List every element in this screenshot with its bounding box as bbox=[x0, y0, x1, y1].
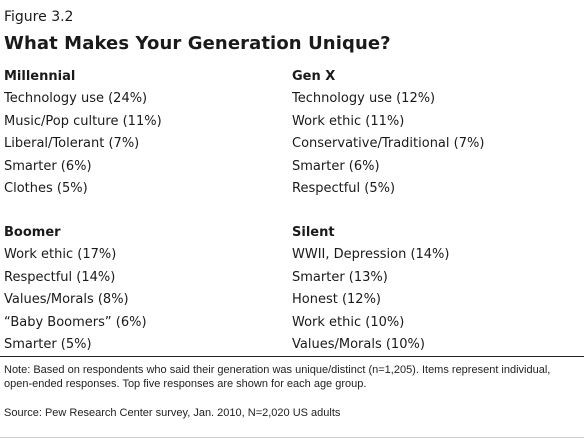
list-item: Honest (12%) bbox=[292, 292, 382, 307]
response-list: Work ethic (17%) Respectful (14%) Values… bbox=[4, 244, 284, 357]
list-item: Smarter (13%) bbox=[292, 269, 388, 285]
group-heading: Silent bbox=[292, 225, 335, 240]
list-item: Technology use (12%) bbox=[292, 91, 436, 106]
list-item: Work ethic (17%) bbox=[4, 247, 117, 262]
list-item: WWII, Depression (14%) bbox=[292, 247, 450, 262]
group-genx: Gen X Technology use (12%) Work ethic (1… bbox=[292, 66, 572, 201]
list-item: Respectful (5%) bbox=[292, 181, 396, 196]
figure-label: Figure 3.2 bbox=[4, 9, 74, 25]
list-item: Values/Morals (10%) bbox=[292, 337, 425, 352]
list-item: Liberal/Tolerant (7%) bbox=[4, 136, 140, 151]
list-item: Work ethic (11%) bbox=[292, 113, 405, 129]
list-item: “Baby Boomers” (6%) bbox=[4, 314, 147, 330]
divider bbox=[0, 356, 584, 357]
group-boomer: Boomer Work ethic (17%) Respectful (14%)… bbox=[4, 222, 284, 357]
group-heading: Gen X bbox=[292, 69, 336, 84]
list-item: Conservative/Traditional (7%) bbox=[292, 136, 485, 151]
list-item: Technology use (24%) bbox=[4, 91, 148, 106]
list-item: Smarter (6%) bbox=[4, 158, 92, 174]
group-millennial: Millennial Technology use (24%) Music/Po… bbox=[4, 66, 284, 201]
response-list: WWII, Depression (14%) Smarter (13%) Hon… bbox=[292, 244, 572, 357]
list-item: Work ethic (10%) bbox=[292, 314, 405, 330]
list-item: Values/Morals (8%) bbox=[4, 292, 129, 307]
list-item: Smarter (5%) bbox=[4, 337, 92, 352]
bottom-divider bbox=[0, 437, 584, 438]
footnote: Note: Based on respondents who said thei… bbox=[4, 364, 551, 390]
list-item: Clothes (5%) bbox=[4, 181, 88, 196]
list-item: Respectful (14%) bbox=[4, 269, 116, 285]
response-list: Technology use (12%) Work ethic (11%) Co… bbox=[292, 88, 572, 201]
list-item: Music/Pop culture (11%) bbox=[4, 113, 162, 129]
figure-title: What Makes Your Generation Unique? bbox=[4, 33, 391, 54]
response-list: Technology use (24%) Music/Pop culture (… bbox=[4, 88, 284, 201]
group-heading: Boomer bbox=[4, 225, 61, 240]
group-heading: Millennial bbox=[4, 69, 76, 84]
source-line: Source: Pew Research Center survey, Jan.… bbox=[4, 407, 341, 419]
group-silent: Silent WWII, Depression (14%) Smarter (1… bbox=[292, 222, 572, 357]
list-item: Smarter (6%) bbox=[292, 158, 380, 174]
